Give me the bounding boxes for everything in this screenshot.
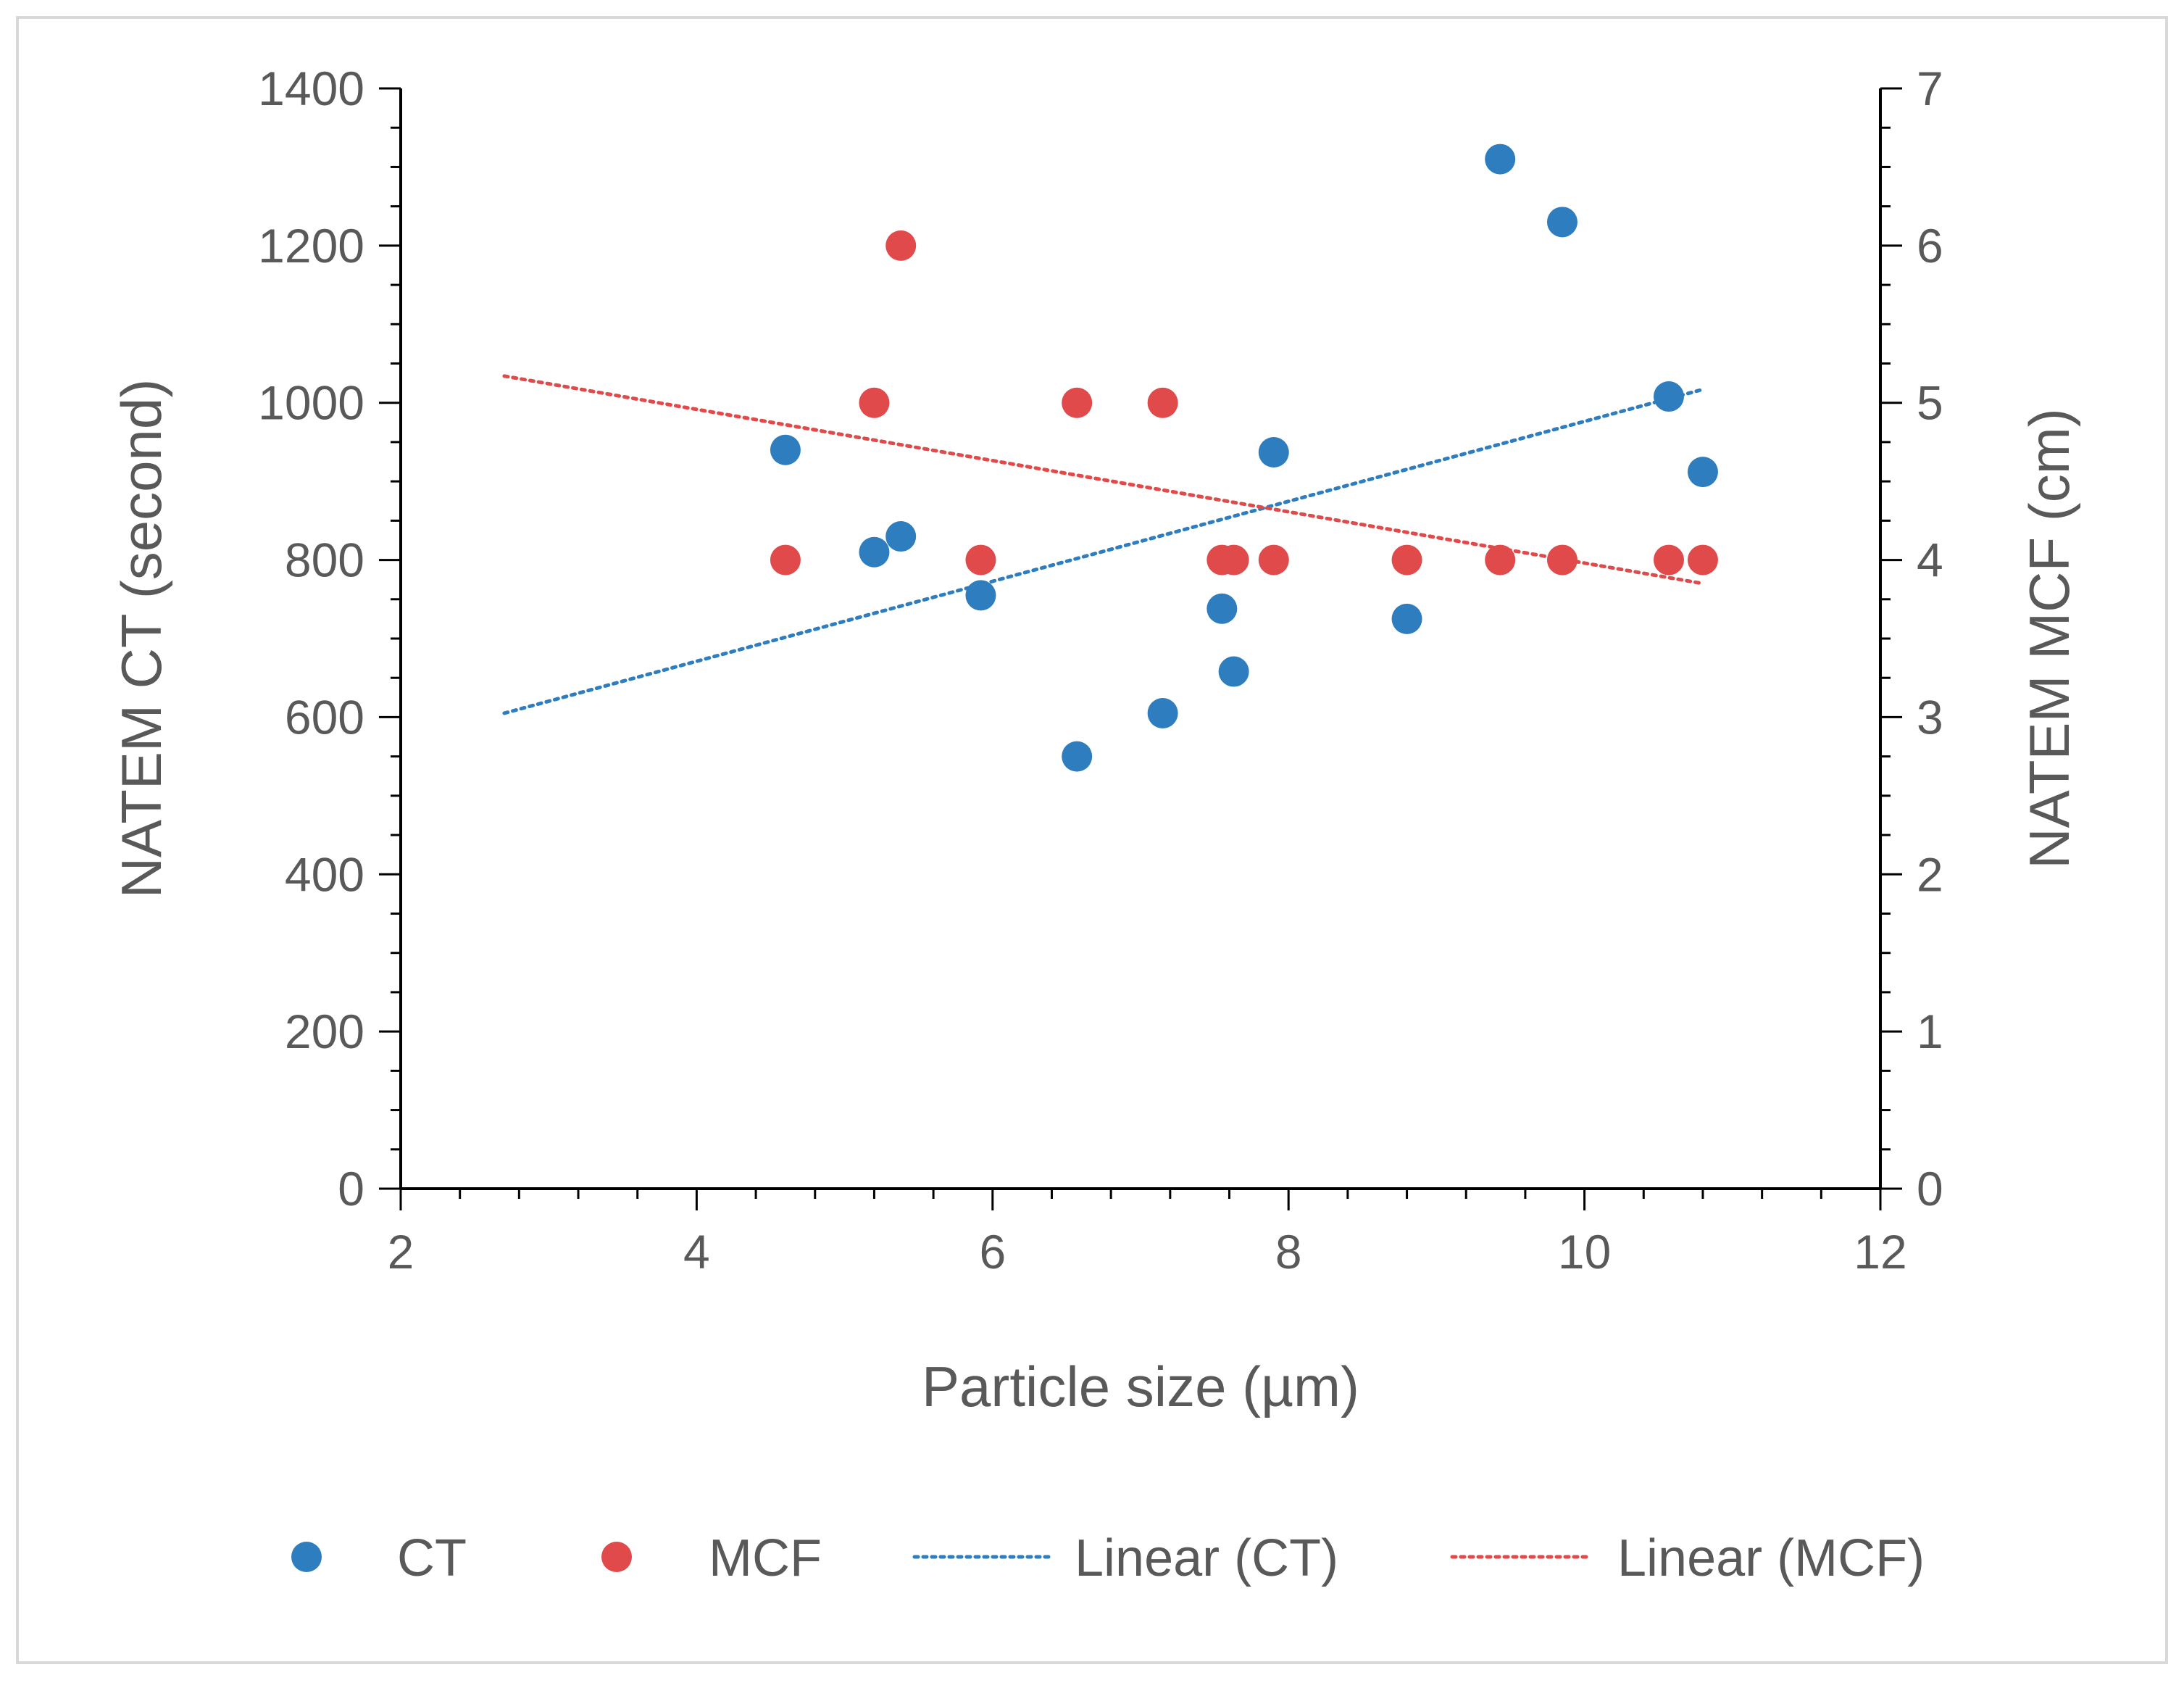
chart-frame	[16, 16, 2168, 1664]
ct-point	[1218, 656, 1249, 687]
ct-point	[885, 521, 917, 552]
ct-point	[1147, 698, 1178, 729]
ct-point	[859, 536, 890, 568]
y2-tick-label: 2	[1917, 847, 1943, 901]
legend-label-ct: CT	[397, 1529, 467, 1587]
x-tick-label: 12	[1854, 1225, 1906, 1279]
y-tick-label: 800	[285, 533, 364, 587]
ct-point	[1062, 741, 1093, 772]
ct-point	[1653, 381, 1684, 412]
mcf-point	[1653, 544, 1684, 575]
x-tick-label: 6	[979, 1225, 1006, 1279]
mcf-point	[1546, 544, 1577, 575]
y-tick-label: 1000	[258, 376, 364, 430]
y-tick-label: 1400	[258, 62, 364, 115]
ct-point	[1258, 437, 1289, 468]
ct-point	[1546, 207, 1577, 238]
legend-label-linear-mcf: Linear (MCF)	[1617, 1529, 1925, 1587]
ct-point	[1206, 593, 1238, 624]
mcf-point	[885, 230, 917, 261]
mcf-point	[1062, 387, 1093, 418]
mcf-point	[1391, 544, 1422, 575]
trendline-ct	[502, 387, 1705, 715]
ct-point	[1391, 603, 1422, 634]
y2-tick-label: 0	[1917, 1162, 1943, 1216]
x-tick-label: 4	[683, 1225, 710, 1279]
mcf-point	[859, 387, 890, 418]
legend-marker-mcf	[601, 1542, 632, 1572]
y2-tick-label: 3	[1917, 690, 1943, 744]
y-axis-title: NATEM CT (second)	[109, 379, 173, 899]
x-tick-label: 2	[388, 1225, 414, 1279]
mcf-point	[965, 544, 996, 575]
y2-tick-label: 7	[1917, 62, 1943, 115]
y-tick-label: 0	[338, 1162, 364, 1216]
y-tick-label: 400	[285, 847, 364, 901]
ct-point	[965, 580, 996, 611]
x-tick-label: 8	[1275, 1225, 1302, 1279]
ct-point	[770, 434, 801, 465]
y2-tick-label: 1	[1917, 1005, 1943, 1058]
ct-point	[1687, 457, 1718, 488]
legend-label-linear-ct: Linear (CT)	[1075, 1529, 1338, 1587]
mcf-point	[1218, 544, 1249, 575]
y2-axis-title: NATEM MCF (cm)	[2017, 408, 2081, 868]
mcf-point	[770, 544, 801, 575]
x-axis-title: Particle size (µm)	[922, 1355, 1359, 1418]
y-tick-label: 1200	[258, 219, 364, 273]
y2-tick-label: 4	[1917, 533, 1943, 587]
ct-point	[1485, 144, 1516, 175]
legend: CT MCF Linear (CT) Linear (MCF)	[291, 1529, 1925, 1587]
point-layer	[770, 144, 1718, 772]
legend-marker-ct	[291, 1542, 322, 1572]
x-tick-label: 10	[1558, 1225, 1611, 1279]
y-tick-label: 200	[285, 1005, 364, 1058]
mcf-point	[1258, 544, 1289, 575]
legend-label-mcf: MCF	[709, 1529, 822, 1587]
mcf-point	[1147, 387, 1178, 418]
mcf-point	[1485, 544, 1516, 575]
axis-layer	[379, 87, 1902, 1210]
y-tick-label: 600	[285, 690, 364, 744]
y2-tick-label: 5	[1917, 376, 1943, 430]
y2-tick-label: 6	[1917, 219, 1943, 273]
mcf-point	[1687, 544, 1718, 575]
